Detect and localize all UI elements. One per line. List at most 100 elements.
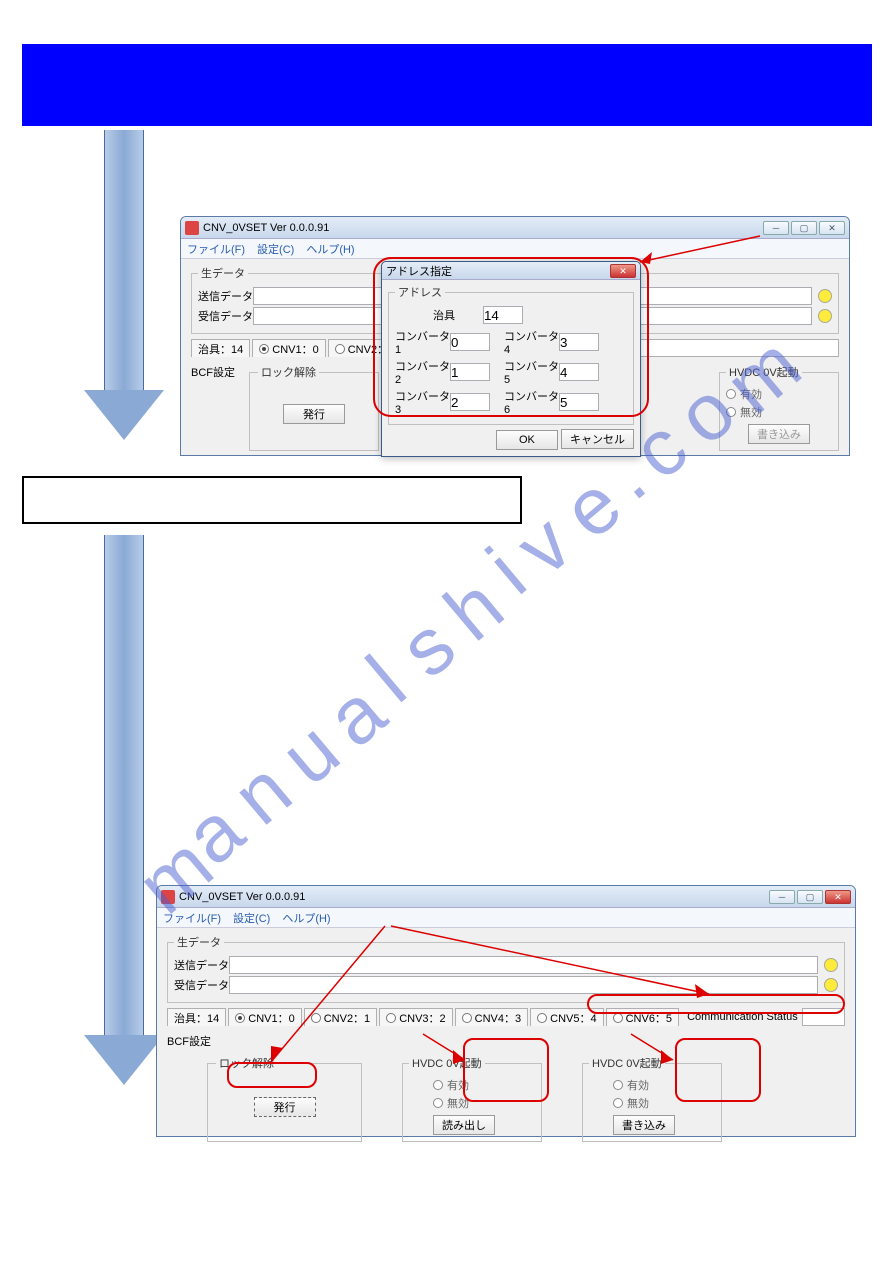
conv-label: コンバータ2 xyxy=(395,358,450,386)
menu-help[interactable]: ヘルプ(H) xyxy=(282,910,330,926)
bcf-label: BCF設定 xyxy=(167,1033,845,1049)
issue-button-2[interactable]: 発行 xyxy=(254,1097,316,1117)
radio-valid[interactable]: 有効 xyxy=(433,1077,535,1093)
conv2-input[interactable] xyxy=(450,363,490,381)
radio-icon xyxy=(613,1013,623,1023)
conv-label: コンバータ3 xyxy=(395,388,450,416)
conv1-input[interactable] xyxy=(450,333,490,351)
send-label: 送信データ xyxy=(198,288,253,304)
conv5-input[interactable] xyxy=(559,363,599,381)
menu-help[interactable]: ヘルプ(H) xyxy=(306,241,354,257)
tab-cnv3[interactable]: CNV3：2 xyxy=(379,1008,452,1026)
radio-icon xyxy=(235,1013,245,1023)
tab-label: CNV4：3 xyxy=(475,1010,521,1026)
jigu-input[interactable] xyxy=(483,306,523,324)
comm-status-2 xyxy=(802,1008,845,1026)
tab-cnv1[interactable]: CNV1：0 xyxy=(228,1008,301,1026)
radio-icon xyxy=(311,1013,321,1023)
radio-icon xyxy=(259,344,269,354)
radio-invalid[interactable]: 無効 xyxy=(613,1095,715,1111)
max-button[interactable]: ▢ xyxy=(797,890,823,904)
blue-banner xyxy=(22,44,872,126)
address-legend: アドレス xyxy=(395,284,445,300)
tab-label: CNV1：0 xyxy=(248,1010,294,1026)
min-button[interactable]: ─ xyxy=(763,221,789,235)
tab-jigu-label: 治具：14 xyxy=(198,341,243,357)
tabs-row-2: 治具：14 CNV1：0 CNV2：1 CNV3：2 CNV4：3 CNV5：4… xyxy=(167,1007,845,1027)
read-button[interactable]: 読み出し xyxy=(433,1115,495,1135)
max-button[interactable]: ▢ xyxy=(791,221,817,235)
conv4-input[interactable] xyxy=(559,333,599,351)
write-button-1[interactable]: 書き込み xyxy=(748,424,810,444)
send-led xyxy=(824,958,838,972)
send-input[interactable] xyxy=(229,956,818,974)
arrow-down-1 xyxy=(84,130,164,440)
opt-label: 無効 xyxy=(447,1095,469,1111)
conv-label: コンバータ6 xyxy=(504,388,559,416)
comm-label-2: Communication Status xyxy=(687,1011,798,1023)
tab-cnv5[interactable]: CNV5：4 xyxy=(530,1008,603,1026)
conv3-input[interactable] xyxy=(450,393,490,411)
tab-cnv2[interactable]: CNV2：1 xyxy=(304,1008,377,1026)
radio-invalid[interactable]: 無効 xyxy=(433,1095,535,1111)
lock-group-1: ロック解除 発行 xyxy=(249,364,379,451)
conv-label: コンバータ1 xyxy=(395,328,450,356)
ok-button[interactable]: OK xyxy=(496,430,558,450)
conv6-input[interactable] xyxy=(559,393,599,411)
tab-jigu[interactable]: 治具：14 xyxy=(191,339,250,357)
hvdc-group-write: HVDC 0V起動 有効 無効 書き込み xyxy=(582,1055,722,1142)
menubar: ファイル(F) 設定(C) ヘルプ(H) xyxy=(181,239,849,259)
opt-label: 有効 xyxy=(447,1077,469,1093)
menu-settings[interactable]: 設定(C) xyxy=(257,241,294,257)
send-label: 送信データ xyxy=(174,957,229,973)
tab-label: CNV6：5 xyxy=(626,1010,672,1026)
lock-group-2: ロック解除 発行 xyxy=(207,1055,362,1142)
menu-file[interactable]: ファイル(F) xyxy=(187,241,245,257)
dialog-close-button[interactable]: ✕ xyxy=(610,264,636,278)
hvdc-legend: HVDC 0V起動 xyxy=(589,1055,665,1071)
issue-button-1[interactable]: 発行 xyxy=(283,404,345,424)
send-led xyxy=(818,289,832,303)
tab-label: CNV2：1 xyxy=(324,1010,370,1026)
conv-label: コンバータ5 xyxy=(504,358,559,386)
menu-settings[interactable]: 設定(C) xyxy=(233,910,270,926)
tab-label: CNV5：4 xyxy=(550,1010,596,1026)
tab-cnv4[interactable]: CNV4：3 xyxy=(455,1008,528,1026)
app-icon xyxy=(185,221,199,235)
jigu-label: 治具 xyxy=(433,307,483,323)
radio-valid[interactable]: 有効 xyxy=(613,1077,715,1093)
hvdc-group-read: HVDC 0V起動 有効 無効 読み出し xyxy=(402,1055,542,1142)
app-window-2: CNV_0VSET Ver 0.0.0.91 ─ ▢ ✕ ファイル(F) 設定(… xyxy=(156,885,856,1137)
recv-label: 受信データ xyxy=(174,977,229,993)
radio-icon xyxy=(537,1013,547,1023)
opt-label: 無効 xyxy=(627,1095,649,1111)
tab-jigu-label: 治具：14 xyxy=(174,1010,219,1026)
hvdc-legend: HVDC 0V起動 xyxy=(409,1055,485,1071)
recv-input[interactable] xyxy=(229,976,818,994)
tab-jigu[interactable]: 治具：14 xyxy=(167,1008,226,1026)
min-button[interactable]: ─ xyxy=(769,890,795,904)
radio-icon xyxy=(386,1013,396,1023)
lock-legend: ロック解除 xyxy=(216,1055,277,1071)
titlebar-2: CNV_0VSET Ver 0.0.0.91 ─ ▢ ✕ xyxy=(157,886,855,908)
recv-led xyxy=(824,978,838,992)
opt-label: 有効 xyxy=(627,1077,649,1093)
close-button[interactable]: ✕ xyxy=(819,221,845,235)
tab-label: CNV3：2 xyxy=(399,1010,445,1026)
close-button[interactable]: ✕ xyxy=(825,890,851,904)
recv-led xyxy=(818,309,832,323)
tab-cnv6[interactable]: CNV6：5 xyxy=(606,1008,679,1026)
raw-legend: 生データ xyxy=(174,934,224,950)
arrow-down-2 xyxy=(84,535,164,1085)
dialog-title: アドレス指定 xyxy=(386,263,452,279)
lock-legend: ロック解除 xyxy=(258,364,319,380)
write-button[interactable]: 書き込み xyxy=(613,1115,675,1135)
tab-cnv1[interactable]: CNV1：0 xyxy=(252,339,325,357)
radio-icon xyxy=(335,344,345,354)
window-title: CNV_0VSET Ver 0.0.0.91 xyxy=(203,222,329,234)
address-group: アドレス 治具 コンバータ1 コンバータ2 コンバータ3 コンバータ4 コンバー… xyxy=(388,284,634,425)
raw-legend: 生データ xyxy=(198,265,248,281)
tab-label: CNV1：0 xyxy=(272,341,318,357)
address-dialog: アドレス指定 ✕ アドレス 治具 コンバータ1 コンバータ2 コンバータ3 コン xyxy=(381,261,641,457)
recv-label: 受信データ xyxy=(198,308,253,324)
